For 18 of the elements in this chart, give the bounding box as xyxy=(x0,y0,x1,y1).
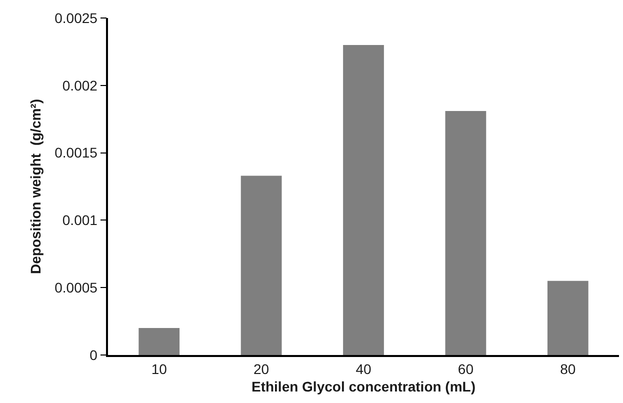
y-tick-label: 0.0025 xyxy=(54,10,98,26)
y-tick-label: 0.002 xyxy=(62,77,98,94)
y-tick-label: 0.001 xyxy=(62,212,98,228)
x-tick-label: 80 xyxy=(560,360,576,377)
bar xyxy=(343,44,384,355)
y-tick-label: 0 xyxy=(90,346,98,363)
x-tick-label: 20 xyxy=(254,360,270,377)
y-tick-label: 0.0005 xyxy=(54,280,98,296)
bar xyxy=(138,328,180,355)
y-tick-label: 0.0015 xyxy=(54,144,98,161)
y-axis-title: Deposition weight (g/cm²) xyxy=(28,99,44,274)
x-axis-title: Ethilen Glycol concentration (mL) xyxy=(251,378,476,395)
bar xyxy=(240,176,282,355)
x-tick-label: 60 xyxy=(458,360,474,377)
bar xyxy=(547,280,588,355)
x-tick-label: 10 xyxy=(151,360,168,377)
bar xyxy=(445,111,486,355)
x-tick-label: 40 xyxy=(356,360,372,377)
